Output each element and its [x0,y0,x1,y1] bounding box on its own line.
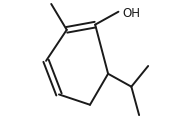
Text: OH: OH [122,6,140,20]
